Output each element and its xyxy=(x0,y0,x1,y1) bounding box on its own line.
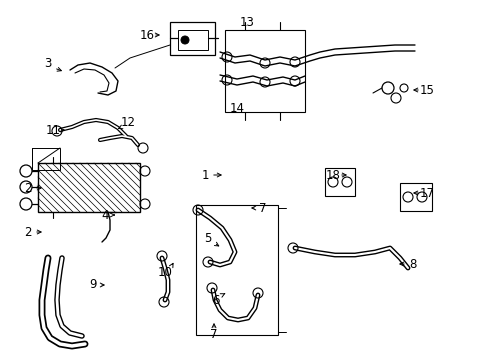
Text: 8: 8 xyxy=(408,257,416,270)
Text: 4: 4 xyxy=(101,208,108,221)
Text: 1: 1 xyxy=(201,168,208,181)
Text: 3: 3 xyxy=(44,57,52,69)
Text: 9: 9 xyxy=(89,279,97,292)
Text: 17: 17 xyxy=(419,186,434,199)
Text: 5: 5 xyxy=(204,231,211,244)
Text: 11: 11 xyxy=(45,123,61,136)
Text: 10: 10 xyxy=(157,266,172,279)
Text: 7: 7 xyxy=(210,328,217,342)
Text: 15: 15 xyxy=(419,84,433,96)
Text: 18: 18 xyxy=(325,168,340,181)
Text: 16: 16 xyxy=(139,28,154,41)
Text: 2: 2 xyxy=(24,181,32,194)
Text: 14: 14 xyxy=(229,102,244,114)
Text: 13: 13 xyxy=(239,15,254,28)
Text: 6: 6 xyxy=(212,293,219,306)
Text: 2: 2 xyxy=(24,225,32,239)
Circle shape xyxy=(181,36,189,44)
Text: 12: 12 xyxy=(120,116,135,129)
Text: 7: 7 xyxy=(259,202,266,215)
